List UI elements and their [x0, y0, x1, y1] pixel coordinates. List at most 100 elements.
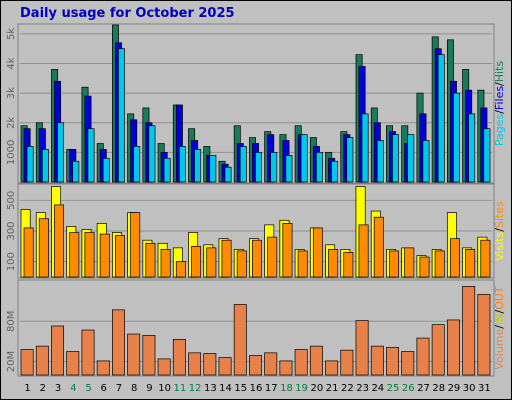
bar	[462, 286, 476, 376]
x-tick-label: 19	[295, 383, 308, 394]
y-tick-label: 500	[6, 191, 17, 210]
bar	[35, 345, 49, 376]
bar	[392, 134, 399, 183]
legend: Visits/Sites	[493, 201, 506, 261]
x-tick-label: 5	[85, 383, 91, 394]
bar	[96, 360, 110, 376]
legend-entry: Files	[493, 86, 506, 110]
y-tick-label: 1000	[6, 140, 17, 165]
x-tick-label: 16	[250, 383, 263, 394]
bar	[218, 357, 232, 376]
bar	[224, 166, 232, 183]
x-tick-label: 12	[189, 383, 202, 394]
bar	[221, 239, 232, 278]
bar	[480, 239, 491, 278]
bar	[315, 152, 323, 183]
bar	[297, 250, 308, 278]
bar	[69, 232, 80, 278]
bar	[437, 54, 445, 183]
bar	[270, 152, 278, 183]
bar	[145, 242, 156, 278]
bar	[203, 353, 217, 376]
bar	[294, 349, 308, 376]
y-tick-label: 3k	[6, 87, 17, 99]
bar	[325, 360, 339, 376]
bar	[142, 335, 156, 376]
legend-entry: OUT	[493, 286, 506, 310]
bar	[370, 345, 384, 376]
bar	[358, 224, 369, 278]
bar	[446, 319, 460, 376]
x-tick-label: 13	[204, 383, 217, 394]
bar	[252, 239, 262, 278]
legend-entry: Visits	[493, 231, 506, 260]
bar	[264, 352, 278, 376]
x-tick-label: 22	[341, 383, 354, 394]
bar	[340, 349, 354, 376]
bar	[38, 218, 49, 278]
bar	[376, 140, 384, 183]
y-tick-label: 4k	[6, 57, 17, 69]
chart-title: Daily usage for October 2025	[20, 6, 235, 21]
bar	[449, 238, 460, 278]
bar	[26, 146, 34, 183]
x-tick-label: 9	[146, 383, 152, 394]
bar	[300, 134, 308, 183]
legend-entry: Pages	[493, 114, 506, 147]
bar	[239, 146, 247, 183]
bar	[163, 157, 171, 183]
x-tick-label: 24	[371, 383, 384, 394]
legend-separator: /	[493, 325, 506, 329]
x-tick-label: 6	[101, 383, 107, 394]
bar	[157, 358, 171, 376]
bar	[279, 360, 293, 376]
bar	[331, 160, 339, 183]
bar	[188, 352, 202, 376]
bar	[133, 146, 141, 183]
bar	[282, 222, 293, 278]
bar	[87, 128, 95, 183]
x-tick-label: 23	[356, 383, 369, 394]
bar	[160, 249, 171, 278]
bar	[401, 351, 415, 376]
bar	[178, 146, 186, 183]
bar	[404, 247, 415, 278]
x-tick-label: 15	[234, 383, 247, 394]
bar	[312, 227, 323, 278]
bar	[84, 232, 95, 278]
bar	[112, 309, 125, 376]
bar	[361, 113, 369, 183]
x-tick-label: 1	[24, 383, 30, 394]
legend-separator: /	[493, 310, 506, 314]
bar	[148, 125, 156, 183]
bar	[115, 235, 125, 278]
bar	[209, 154, 217, 183]
bar	[416, 337, 430, 376]
bar	[483, 128, 491, 183]
bar	[343, 252, 354, 278]
bar	[386, 347, 399, 376]
x-tick-label: 4	[70, 383, 76, 394]
bar	[452, 92, 460, 183]
x-tick-label: 14	[219, 383, 232, 394]
legend-separator: /	[493, 82, 506, 86]
bar	[285, 154, 293, 183]
bar	[468, 113, 476, 183]
bar	[465, 249, 476, 278]
bar	[431, 324, 445, 376]
bar	[99, 233, 110, 278]
bar	[249, 355, 262, 376]
bar	[23, 227, 34, 278]
bar	[191, 245, 202, 278]
legend: Pages/Files/Hits	[493, 61, 506, 147]
legend-separator: /	[493, 110, 506, 114]
bar	[267, 236, 278, 278]
bar	[20, 349, 34, 376]
bar	[346, 137, 354, 183]
bar	[407, 134, 415, 183]
x-tick-label: 10	[158, 383, 171, 394]
x-tick-label: 21	[326, 383, 339, 394]
legend-entry: IN	[493, 314, 506, 325]
